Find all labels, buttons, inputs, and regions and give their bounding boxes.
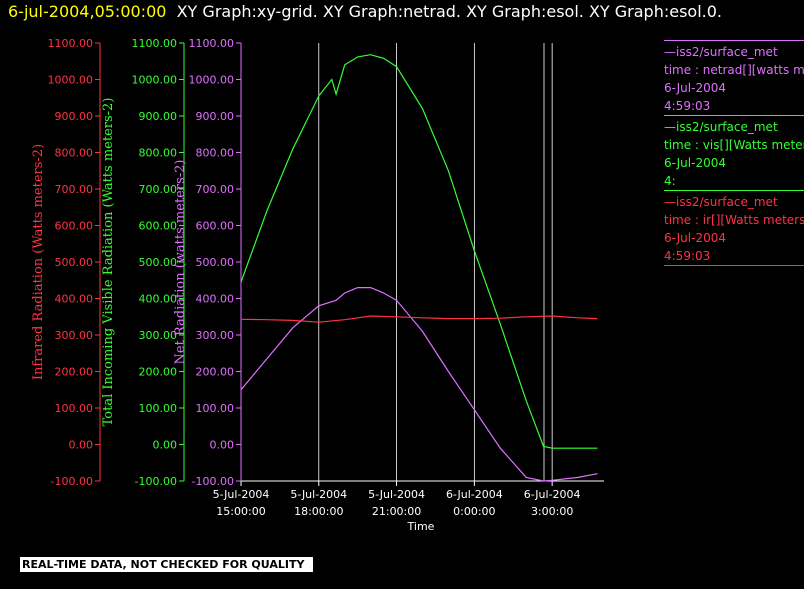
y-tick-label: 700.00: [55, 183, 94, 196]
y-tick-label: 600.00: [196, 220, 235, 233]
legend-source: —iss2/surface_met: [664, 45, 778, 59]
y-axis: 1100.00 1000.00 900.00 800.00 700.00 600.00 50…: [31, 37, 101, 488]
y-tick-label: 200.00: [55, 366, 94, 379]
y-axis: 1100.00 1000.00 900.00 800.00 700.00 600.00 50…: [101, 37, 185, 488]
legend-variable: time : netrad[][watts meters-2]: [664, 63, 804, 77]
y-tick-label: 700.00: [196, 183, 235, 196]
x-tick-label: 5-Jul-2004: [290, 488, 347, 501]
y-tick-label: 400.00: [196, 293, 235, 306]
y-tick-label: 900.00: [139, 110, 178, 123]
y-tick-label: 500.00: [139, 256, 178, 269]
y-tick-label: 100.00: [55, 402, 94, 415]
y-tick-label: 600.00: [139, 220, 178, 233]
x-axis-label: Time: [407, 520, 435, 533]
legend-date: 6-Jul-2004: [664, 81, 726, 95]
legend-entry-netrad: —iss2/surface_met time : netrad[][watts …: [664, 40, 804, 116]
y-tick-label: -100.00: [192, 475, 234, 488]
legend-entry-vis: —iss2/surface_met time : vis[][Watts met…: [664, 116, 804, 191]
y-tick-label: 100.00: [196, 402, 235, 415]
series-line: [240, 287, 598, 482]
y-tick-label: 800.00: [55, 147, 94, 160]
x-tick-label: 18:00:00: [294, 505, 343, 518]
x-tick-label: 15:00:00: [216, 505, 265, 518]
y-tick-label: 1000.00: [48, 74, 94, 87]
x-tick-label: 5-Jul-2004: [368, 488, 425, 501]
y-tick-label: 0.00: [153, 439, 178, 452]
quality-notice: REAL-TIME DATA, NOT CHECKED FOR QUALITY: [20, 557, 313, 572]
legend-variable: time : ir[][Watts meters-2]: [664, 213, 804, 227]
y-tick-label: 1100.00: [132, 37, 178, 50]
y-tick-label: 200.00: [196, 366, 235, 379]
y-tick-label: 400.00: [139, 293, 178, 306]
x-tick-label: 21:00:00: [372, 505, 421, 518]
legend-time: 4:: [664, 174, 676, 188]
x-tick-label: 0:00:00: [453, 505, 495, 518]
series-line: [240, 54, 598, 449]
y-tick-label: 300.00: [55, 329, 94, 342]
x-tick-label: 5-Jul-2004: [213, 488, 270, 501]
y-tick-label: 200.00: [139, 366, 178, 379]
y-tick-label: 1100.00: [189, 37, 235, 50]
legend-variable: time : vis[][Watts meters-2]: [664, 138, 804, 152]
graph-title-bar: 6-jul-2004,05:00:00 XY Graph:xy-grid. XY…: [8, 2, 722, 21]
y-tick-label: 1000.00: [189, 74, 235, 87]
y-axis-title: Total Incoming Visible Radiation (Watts …: [101, 98, 116, 427]
y-tick-label: 0.00: [210, 439, 235, 452]
y-tick-label: 500.00: [55, 256, 94, 269]
y-tick-label: 600.00: [55, 220, 94, 233]
y-tick-label: 500.00: [196, 256, 235, 269]
y-axis-title: Infrared Radiation (Watts meters-2): [31, 144, 46, 380]
y-tick-label: 1100.00: [48, 37, 94, 50]
legend-time: 4:59:03: [664, 99, 711, 113]
x-tick-label: 6-Jul-2004: [524, 488, 581, 501]
x-tick-label: 6-Jul-2004: [446, 488, 503, 501]
y-tick-label: 1000.00: [132, 74, 178, 87]
y-tick-label: 900.00: [55, 110, 94, 123]
y-tick-label: 900.00: [196, 110, 235, 123]
legend: —iss2/surface_met time : netrad[][watts …: [664, 40, 804, 266]
y-tick-label: 800.00: [196, 147, 235, 160]
y-tick-label: -100.00: [135, 475, 177, 488]
y-tick-label: 100.00: [139, 402, 178, 415]
legend-entry-ir: —iss2/surface_met time : ir[][Watts mete…: [664, 191, 804, 266]
y-axis: 1100.00 1000.00 900.00 800.00 700.00 600.00 50…: [173, 37, 242, 488]
y-tick-label: 300.00: [196, 329, 235, 342]
legend-date: 6-Jul-2004: [664, 231, 726, 245]
legend-source: —iss2/surface_met: [664, 195, 778, 209]
legend-source: —iss2/surface_met: [664, 120, 778, 134]
legend-date: 6-Jul-2004: [664, 156, 726, 170]
series-line: [240, 315, 598, 323]
y-tick-label: 700.00: [139, 183, 178, 196]
y-tick-label: 300.00: [139, 329, 178, 342]
x-tick-label: 3:00:00: [531, 505, 573, 518]
y-tick-label: 0.00: [69, 439, 94, 452]
timestamp-label: 6-jul-2004,05:00:00: [8, 2, 167, 21]
y-tick-label: -100.00: [51, 475, 93, 488]
y-tick-label: 800.00: [139, 147, 178, 160]
legend-time: 4:59:03: [664, 249, 711, 263]
graph-list-label: XY Graph:xy-grid. XY Graph:netrad. XY Gr…: [176, 2, 723, 21]
y-axis-title: Net Radiation (watts meters-2): [173, 160, 188, 365]
y-tick-label: 400.00: [55, 293, 94, 306]
